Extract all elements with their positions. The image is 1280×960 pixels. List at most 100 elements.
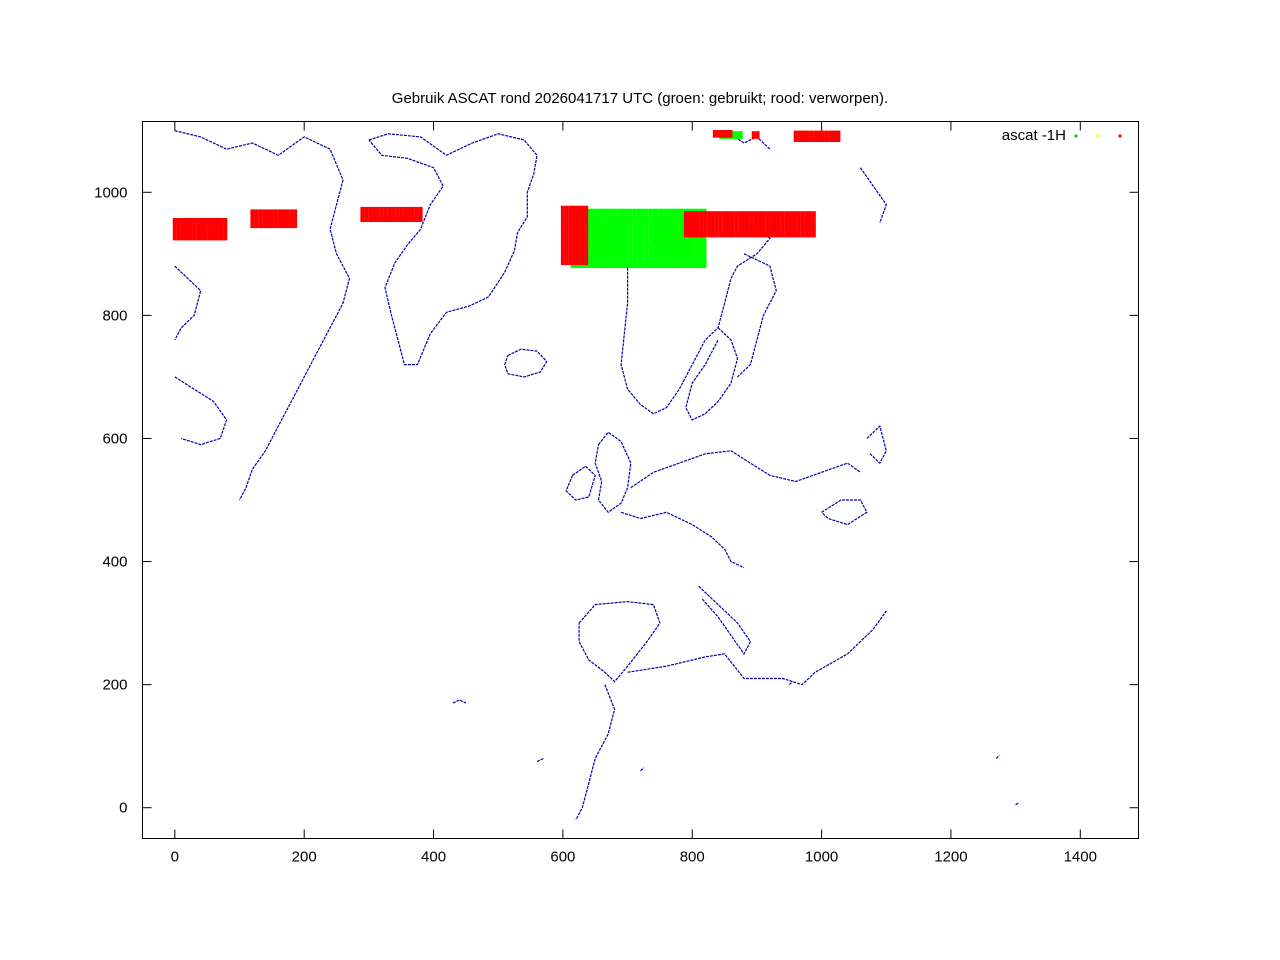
obs-point-rejected <box>364 210 369 215</box>
obs-point-rejected <box>360 210 365 215</box>
obs-point-used <box>644 238 649 243</box>
obs-point-used <box>659 223 664 228</box>
obs-point-rejected <box>223 229 228 234</box>
obs-point-rejected <box>718 214 723 219</box>
coastline <box>452 699 467 704</box>
obs-point-rejected <box>726 218 731 223</box>
obs-point-rejected <box>811 233 816 238</box>
obs-point-rejected <box>395 218 400 222</box>
obs-point-rejected <box>745 218 750 223</box>
obs-point-rejected <box>695 233 700 238</box>
obs-point-used <box>679 260 684 265</box>
obs-point-used <box>683 264 688 269</box>
obs-point-rejected <box>801 138 806 142</box>
obs-point-used <box>590 238 594 243</box>
obs-point-used <box>613 208 618 213</box>
obs-point-used <box>659 245 664 250</box>
obs-point-rejected <box>765 218 770 223</box>
obs-point-rejected <box>800 211 805 216</box>
obs-point-rejected <box>250 224 255 229</box>
obs-point-rejected <box>568 209 573 214</box>
obs-point-rejected <box>207 232 212 237</box>
obs-point-rejected <box>560 242 565 247</box>
obs-point-rejected <box>753 211 758 216</box>
obs-point-rejected <box>192 232 197 237</box>
obs-point-used <box>640 245 645 250</box>
obs-point-used <box>593 264 598 269</box>
obs-point-rejected <box>824 130 829 135</box>
obs-point-used <box>667 260 672 265</box>
obs-point-rejected <box>730 229 735 234</box>
obs-point-used <box>628 242 633 246</box>
obs-point-used <box>679 216 684 221</box>
obs-point-rejected <box>293 224 298 229</box>
obs-point-rejected <box>368 218 373 222</box>
obs-point-rejected <box>572 242 577 247</box>
obs-point-rejected <box>784 222 789 227</box>
obs-point-used <box>632 256 637 261</box>
obs-point-used <box>593 256 598 261</box>
obs-point-used <box>613 212 618 217</box>
obs-point-used <box>609 260 614 265</box>
obs-point-rejected <box>687 211 692 216</box>
obs-point-rejected <box>568 205 573 210</box>
obs-point-rejected <box>418 210 423 215</box>
obs-point-rejected <box>580 242 585 247</box>
obs-point-rejected <box>707 218 712 223</box>
obs-point-rejected <box>203 236 208 241</box>
coastline <box>821 499 868 526</box>
obs-point-rejected <box>395 210 400 215</box>
x-tick-label: 1200 <box>934 849 967 866</box>
obs-point-used <box>617 227 622 232</box>
coastline <box>174 265 202 341</box>
coastline <box>504 348 548 378</box>
obs-point-used <box>621 230 625 235</box>
obs-point-rejected <box>792 211 797 216</box>
obs-point-used <box>601 212 606 217</box>
obs-point-rejected <box>196 225 201 230</box>
obs-point-used <box>605 242 610 246</box>
legend: ascat -1H <box>1002 127 1122 144</box>
obs-point-used <box>624 230 629 235</box>
obs-point-rejected <box>836 134 841 139</box>
obs-point-used <box>679 208 684 213</box>
obs-point-used <box>609 223 614 228</box>
obs-point-rejected <box>738 229 743 234</box>
obs-point-used <box>644 249 649 254</box>
obs-point-rejected <box>765 229 770 234</box>
obs-point-rejected <box>722 226 727 230</box>
obs-point-used <box>644 216 649 221</box>
obs-point-used <box>671 208 676 213</box>
obs-point-rejected <box>584 235 589 240</box>
obs-point-rejected <box>820 134 825 139</box>
obs-point-used <box>690 260 695 265</box>
obs-point-rejected <box>572 213 577 217</box>
obs-point-used <box>609 253 614 258</box>
obs-point-used <box>698 249 703 254</box>
obs-point-used <box>690 245 695 250</box>
obs-point-used <box>648 245 653 250</box>
obs-point-used <box>632 234 637 239</box>
obs-point-rejected <box>564 242 569 247</box>
obs-point-rejected <box>753 222 758 227</box>
obs-point-rejected <box>360 206 365 211</box>
obs-point-used <box>601 234 606 239</box>
obs-point-used <box>679 249 684 254</box>
y-tick-label: 200 <box>102 677 127 694</box>
obs-point-used <box>648 256 653 261</box>
obs-point-used <box>609 216 614 221</box>
coastline <box>594 431 632 514</box>
obs-point-rejected <box>192 229 197 234</box>
obs-point-rejected <box>580 250 585 254</box>
obs-point-rejected <box>564 216 569 221</box>
obs-point-used <box>687 256 691 261</box>
obs-point-rejected <box>277 216 282 221</box>
obs-point-rejected <box>765 222 770 227</box>
obs-point-used <box>652 260 657 265</box>
obs-point-used <box>687 238 691 243</box>
obs-point-rejected <box>776 214 781 219</box>
obs-point-rejected <box>832 138 837 142</box>
obs-point-rejected <box>375 218 380 222</box>
obs-point-used <box>675 238 680 243</box>
